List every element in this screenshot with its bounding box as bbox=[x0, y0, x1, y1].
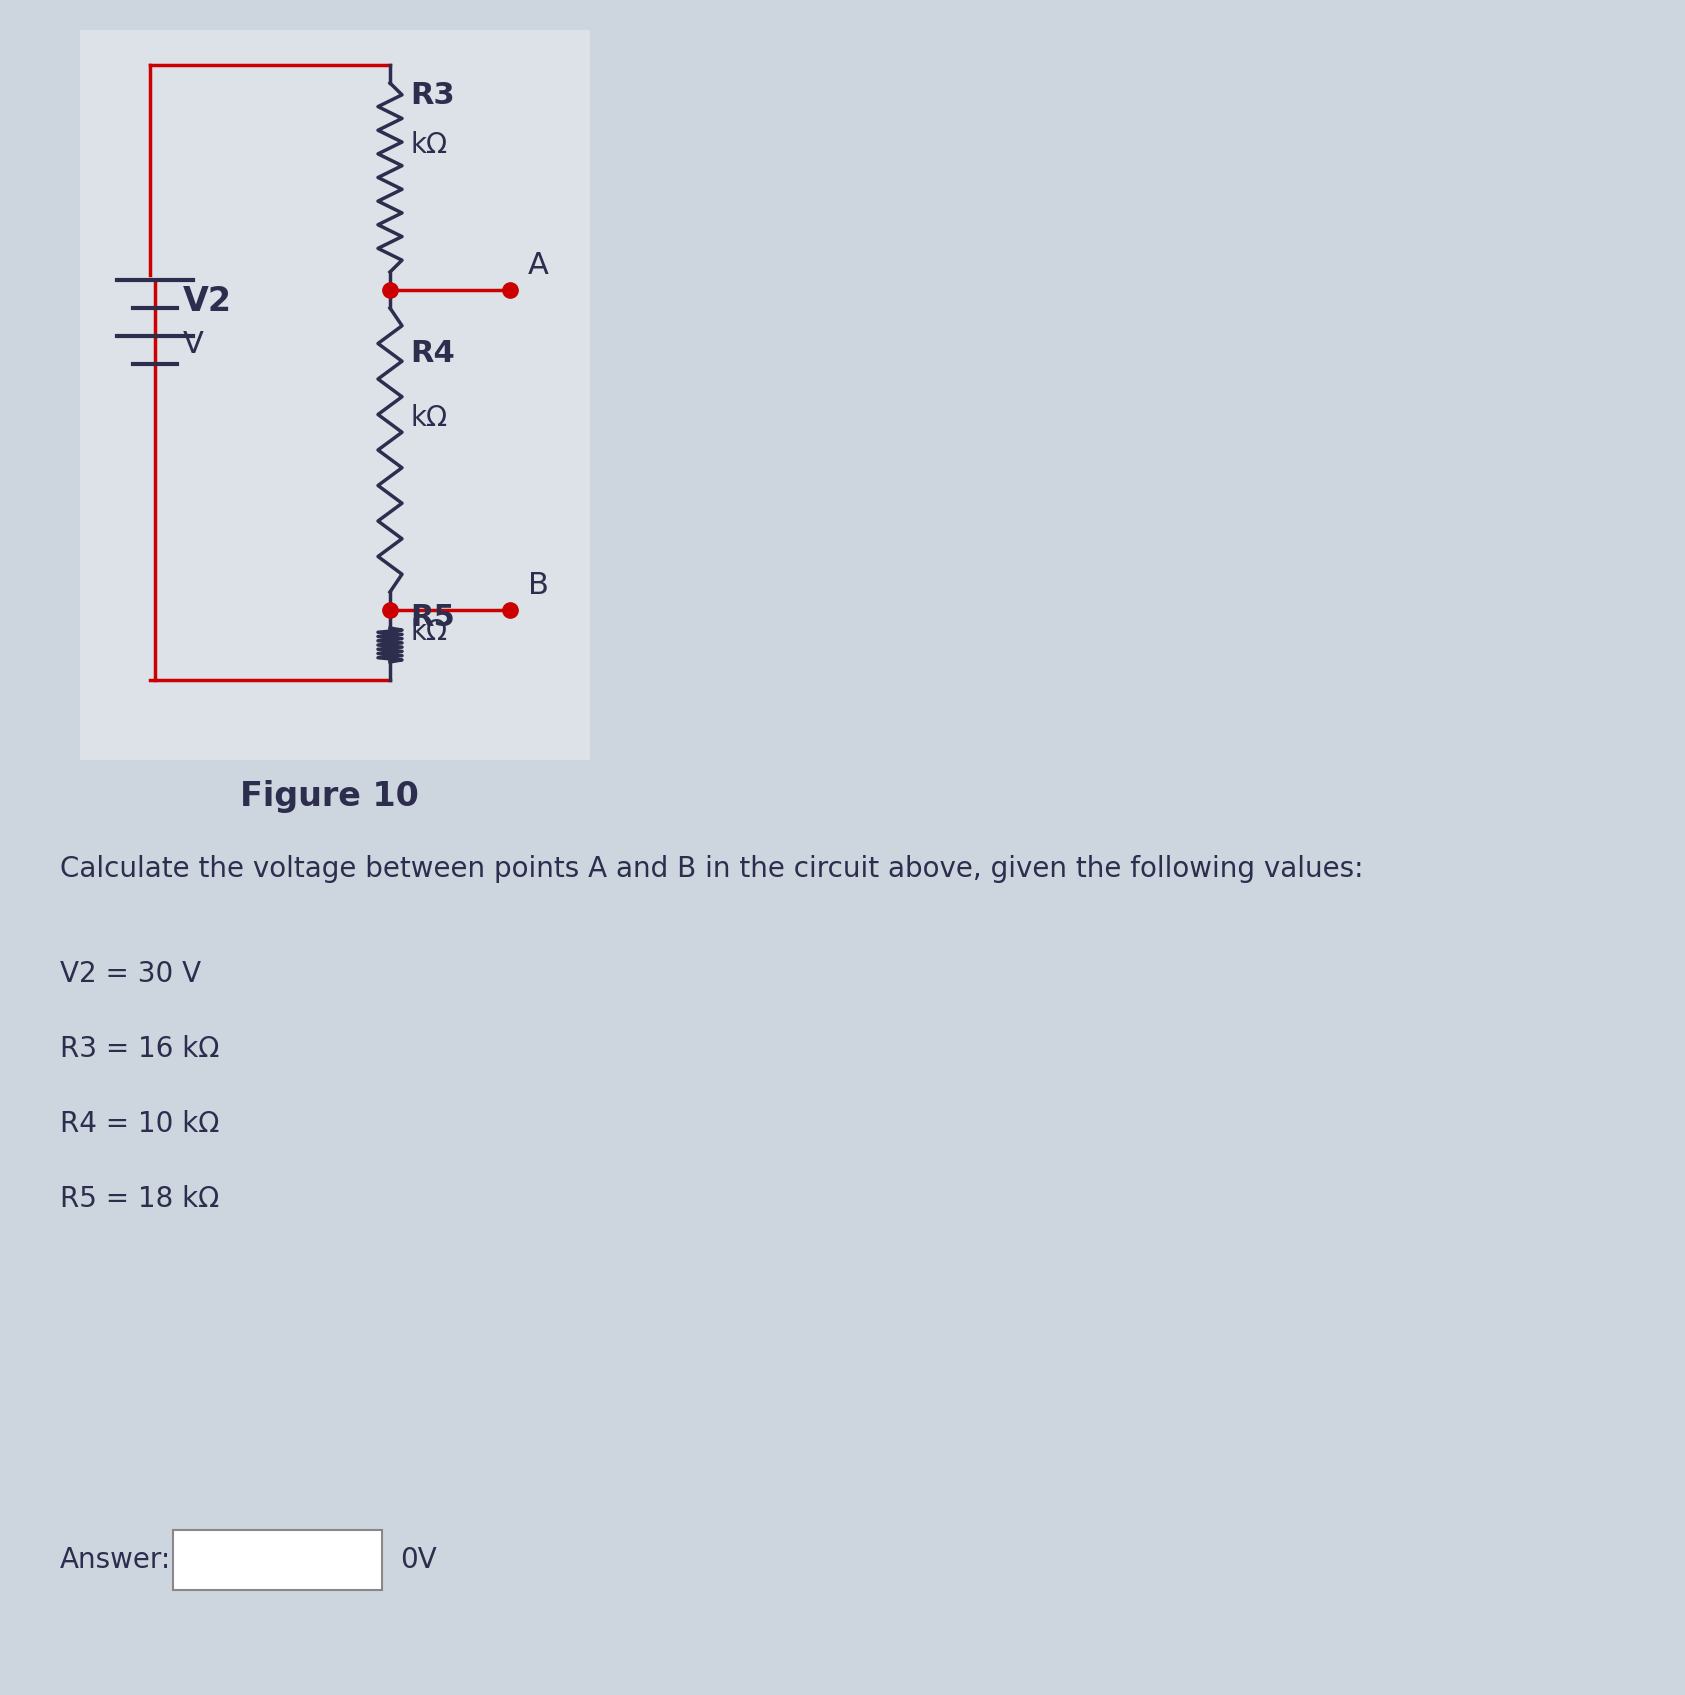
Text: R5: R5 bbox=[409, 602, 455, 632]
Text: kΩ: kΩ bbox=[409, 403, 447, 432]
Text: 0V: 0V bbox=[399, 1546, 436, 1575]
Text: kΩ: kΩ bbox=[409, 619, 447, 646]
FancyBboxPatch shape bbox=[174, 1531, 382, 1590]
Text: V2 = 30 V: V2 = 30 V bbox=[61, 959, 201, 988]
Text: R3 = 16 kΩ: R3 = 16 kΩ bbox=[61, 1036, 219, 1063]
Text: Answer:: Answer: bbox=[61, 1546, 172, 1575]
FancyBboxPatch shape bbox=[79, 31, 590, 759]
Text: Calculate the voltage between points A and B in the circuit above, given the fol: Calculate the voltage between points A a… bbox=[61, 854, 1363, 883]
Text: V2: V2 bbox=[184, 285, 233, 319]
Text: V: V bbox=[184, 331, 204, 359]
Text: kΩ: kΩ bbox=[409, 131, 447, 159]
Text: R4: R4 bbox=[409, 339, 455, 368]
Text: Figure 10: Figure 10 bbox=[239, 780, 420, 814]
Text: B: B bbox=[527, 571, 549, 600]
Text: R4 = 10 kΩ: R4 = 10 kΩ bbox=[61, 1110, 219, 1137]
Text: R3: R3 bbox=[409, 80, 455, 110]
Text: A: A bbox=[527, 251, 549, 280]
Text: R5 = 18 kΩ: R5 = 18 kΩ bbox=[61, 1185, 219, 1214]
